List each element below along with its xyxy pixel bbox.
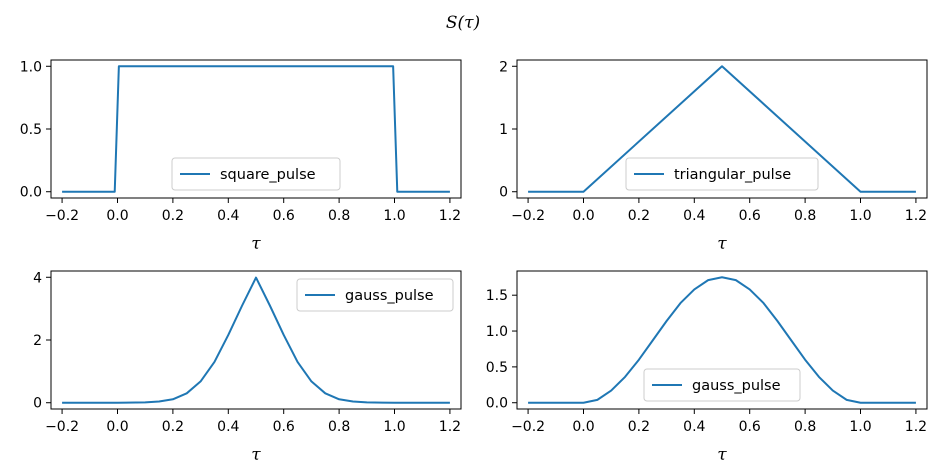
figure-title: S(τ) (446, 13, 480, 33)
chart-3-xtick-label: 1.0 (383, 419, 405, 435)
chart-3-ytick-label: 4 (33, 270, 42, 286)
chart-4-legend-box (643, 368, 801, 402)
chart-2-ytick-label: 2 (499, 59, 508, 75)
chart-1-xtick-label: −0.2 (45, 208, 79, 224)
chart-4-legend: gauss_pulse (643, 368, 801, 402)
chart-1-xtick-label: 0.8 (328, 208, 350, 224)
chart-3-xtick-label: 0.8 (328, 419, 350, 435)
chart-1-legend: square_pulse (171, 157, 341, 191)
chart-4-axes-frame (516, 270, 928, 410)
chart-2-ytick-label: 1 (499, 122, 508, 138)
chart-2-xtick-label: 0.4 (683, 208, 705, 224)
chart-1-series-line-1 (62, 65, 450, 193)
chart-3: −0.2 0.0 0.2 0.4 0.6 0.8 1.0 1.2 0 2 4 τ gauss_pulse (33, 270, 462, 465)
chart-4-ytick-label: 0.5 (486, 360, 508, 376)
chart-1-xtick-label: 0.2 (162, 208, 184, 224)
chart-2-x-axis-label: τ (717, 234, 727, 254)
chart-1-ytick-label: 0.0 (20, 185, 42, 201)
chart-2-xtick-label: 1.2 (905, 208, 927, 224)
chart-3-ytick-label: 0 (33, 396, 42, 412)
chart-1-xtick-label: 0.4 (217, 208, 239, 224)
chart-3-xtick-label: 1.2 (439, 419, 461, 435)
chart-3-xtick-label: 0.4 (217, 419, 239, 435)
chart-1-xtick-label: 0.0 (106, 208, 128, 224)
chart-3-ytick-label: 2 (33, 333, 42, 349)
chart-1-xtick-label: 1.2 (439, 208, 461, 224)
chart-2-legend: triangular_pulse (625, 157, 819, 191)
chart-4-xtick-label: 0.4 (683, 419, 705, 435)
chart-4-xtick-label: −0.2 (511, 419, 545, 435)
chart-4: −0.2 0.0 0.2 0.4 0.6 0.8 1.0 1.20.00.51.01.5τga… (486, 270, 928, 465)
chart-1-ytick-label: 1.0 (20, 59, 42, 75)
chart-1-xtick-label: 0.6 (273, 208, 295, 224)
chart-4-xtick-label: 0.6 (739, 419, 761, 435)
chart-1-legend-label: square_pulse (220, 167, 316, 183)
chart-4-xtick-label: 0.8 (794, 419, 816, 435)
chart-4-ytick-label: 1.0 (486, 324, 508, 340)
chart-3-x-axis-label: τ (251, 445, 261, 465)
chart-3-legend-box (296, 278, 454, 312)
chart-1-ytick-label: 0.5 (20, 122, 42, 138)
chart-2-xtick-label: 0.6 (739, 208, 761, 224)
chart-4-xtick-label: 0.2 (628, 419, 650, 435)
chart-2-xtick-label: 0.2 (628, 208, 650, 224)
panels: −0.2 0.0 0.2 0.4 0.6 0.8 1.0 1.20.00.51.0τsquar… (20, 59, 928, 465)
chart-4-series-line-1 (528, 276, 916, 404)
chart-3-xtick-label: 0.2 (162, 419, 184, 435)
chart-3-legend-label: gauss_pulse (345, 288, 434, 304)
chart-2-xtick-label: −0.2 (511, 208, 545, 224)
chart-4-ytick-label: 0.0 (486, 396, 508, 412)
chart-4-xtick-label: 1.0 (849, 419, 871, 435)
chart-2-legend-label: triangular_pulse (674, 167, 791, 183)
chart-1-legend-box (171, 157, 341, 191)
chart-1-x-axis-label: τ (251, 234, 261, 254)
chart-2-xtick-label: 1.0 (849, 208, 871, 224)
chart-3-xtick-label: 0.6 (273, 419, 295, 435)
chart-2-legend-box (625, 157, 819, 191)
chart-2-xtick-label: 0.0 (572, 208, 594, 224)
chart-1-xtick-label: 1.0 (383, 208, 405, 224)
chart-4-xtick-label: 0.0 (572, 419, 594, 435)
chart-3-xtick-label: 0.0 (106, 419, 128, 435)
chart-1: −0.2 0.0 0.2 0.4 0.6 0.8 1.0 1.20.00.51.0τsquar… (20, 59, 462, 254)
chart-3-legend: gauss_pulse (296, 278, 454, 312)
chart-4-xtick-label: 1.2 (905, 419, 927, 435)
chart-2-ytick-label: 0 (499, 185, 508, 201)
chart-4-ytick-label: 1.5 (486, 288, 508, 304)
chart-3-xtick-label: −0.2 (45, 419, 79, 435)
chart-2-series-line-1 (528, 65, 916, 193)
chart-2: −0.2 0.0 0.2 0.4 0.6 0.8 1.0 1.2 0 1 2 τ triangular_… (499, 59, 928, 254)
chart-4-x-axis-label: τ (717, 445, 727, 465)
chart-2-xtick-label: 0.8 (794, 208, 816, 224)
chart-4-legend-label: gauss_pulse (692, 378, 781, 394)
chart-3-series-line-1 (62, 276, 450, 404)
